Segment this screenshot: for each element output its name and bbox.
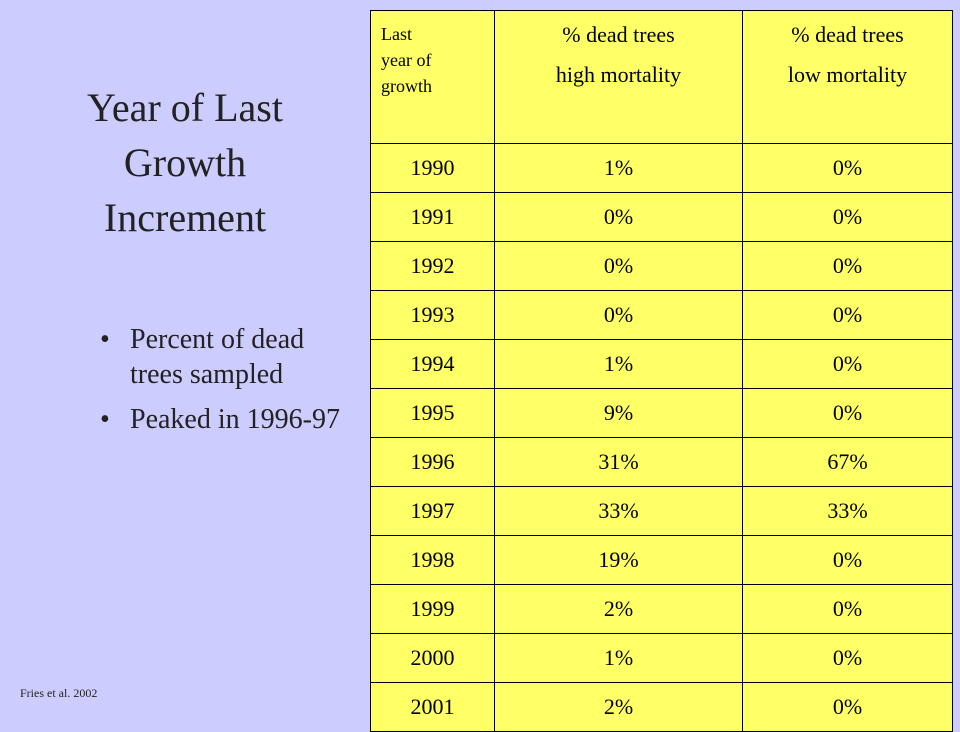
cell-year: 1994 [370, 339, 495, 389]
bullet-text: Percent of dead trees sampled [130, 324, 305, 390]
table-body: 1990 1% 0% 1991 0% 0% 1992 0% 0% 1993 0% 0% 1994 1% 0%… [370, 143, 953, 732]
header-line: % dead trees [791, 22, 904, 47]
cell-low-mortality: 0% [742, 143, 953, 193]
table-row: 1998 19% 0% [370, 535, 953, 585]
header-line: growth [381, 76, 432, 96]
bullet-dot-icon: • [100, 404, 110, 435]
table-row: 1995 9% 0% [370, 388, 953, 438]
cell-high-mortality: 0% [494, 290, 743, 340]
header-high-mortality: % dead trees high mortality [494, 10, 743, 144]
bullet-text: Peaked in 1996-97 [130, 404, 340, 435]
cell-high-mortality: 31% [494, 437, 743, 487]
table-row: 1993 0% 0% [370, 290, 953, 340]
bullet-item: • Peaked in 1996-97 [100, 402, 340, 437]
table-header-row: Last year of growth % dead trees high mo… [370, 10, 953, 144]
cell-year: 1992 [370, 241, 495, 291]
title-line: Increment [103, 195, 267, 240]
cell-high-mortality: 33% [494, 486, 743, 536]
bullet-list: • Percent of dead trees sampled • Peaked… [100, 322, 340, 447]
cell-low-mortality: 0% [742, 584, 953, 634]
table-row: 1990 1% 0% [370, 143, 953, 193]
cell-year: 1995 [370, 388, 495, 438]
cell-low-mortality: 0% [742, 290, 953, 340]
table-row: 2001 2% 0% [370, 682, 953, 732]
cell-high-mortality: 1% [494, 633, 743, 683]
cell-low-mortality: 0% [742, 241, 953, 291]
cell-low-mortality: 67% [742, 437, 953, 487]
cell-high-mortality: 1% [494, 143, 743, 193]
bullet-item: • Percent of dead trees sampled [100, 322, 340, 392]
table-row: 1994 1% 0% [370, 339, 953, 389]
cell-low-mortality: 0% [742, 682, 953, 732]
cell-year: 1996 [370, 437, 495, 487]
cell-low-mortality: 0% [742, 339, 953, 389]
header-line: high mortality [555, 62, 682, 87]
cell-high-mortality: 9% [494, 388, 743, 438]
cell-year: 1990 [370, 143, 495, 193]
table-row: 1991 0% 0% [370, 192, 953, 242]
table-row: 1992 0% 0% [370, 241, 953, 291]
table-row: 1996 31% 67% [370, 437, 953, 487]
cell-year: 2001 [370, 682, 495, 732]
header-line: Last [381, 24, 412, 44]
cell-low-mortality: 0% [742, 192, 953, 242]
cell-low-mortality: 33% [742, 486, 953, 536]
cell-high-mortality: 2% [494, 682, 743, 732]
cell-low-mortality: 0% [742, 535, 953, 585]
cell-high-mortality: 0% [494, 241, 743, 291]
bullet-dot-icon: • [100, 324, 110, 355]
header-low-mortality: % dead trees low mortality [742, 10, 953, 144]
table-row: 2000 1% 0% [370, 633, 953, 683]
header-last-year: Last year of growth [370, 10, 495, 144]
title-line: Year of Last [87, 85, 283, 130]
cell-year: 1999 [370, 584, 495, 634]
cell-year: 1998 [370, 535, 495, 585]
cell-high-mortality: 19% [494, 535, 743, 585]
table-row: 1999 2% 0% [370, 584, 953, 634]
cell-year: 1993 [370, 290, 495, 340]
cell-low-mortality: 0% [742, 633, 953, 683]
header-line: year of [381, 50, 432, 70]
cell-high-mortality: 2% [494, 584, 743, 634]
table-row: 1997 33% 33% [370, 486, 953, 536]
cell-year: 1991 [370, 192, 495, 242]
header-line: low mortality [787, 62, 908, 87]
citation: Fries et al. 2002 [20, 686, 98, 700]
mortality-table: Last year of growth % dead trees high mo… [370, 10, 953, 732]
cell-high-mortality: 1% [494, 339, 743, 389]
title-line: Growth [123, 140, 247, 185]
cell-high-mortality: 0% [494, 192, 743, 242]
cell-year: 1997 [370, 486, 495, 536]
header-line: % dead trees [562, 22, 675, 47]
slide-title: Year of Last Growth Increment [30, 80, 340, 245]
cell-year: 2000 [370, 633, 495, 683]
cell-low-mortality: 0% [742, 388, 953, 438]
